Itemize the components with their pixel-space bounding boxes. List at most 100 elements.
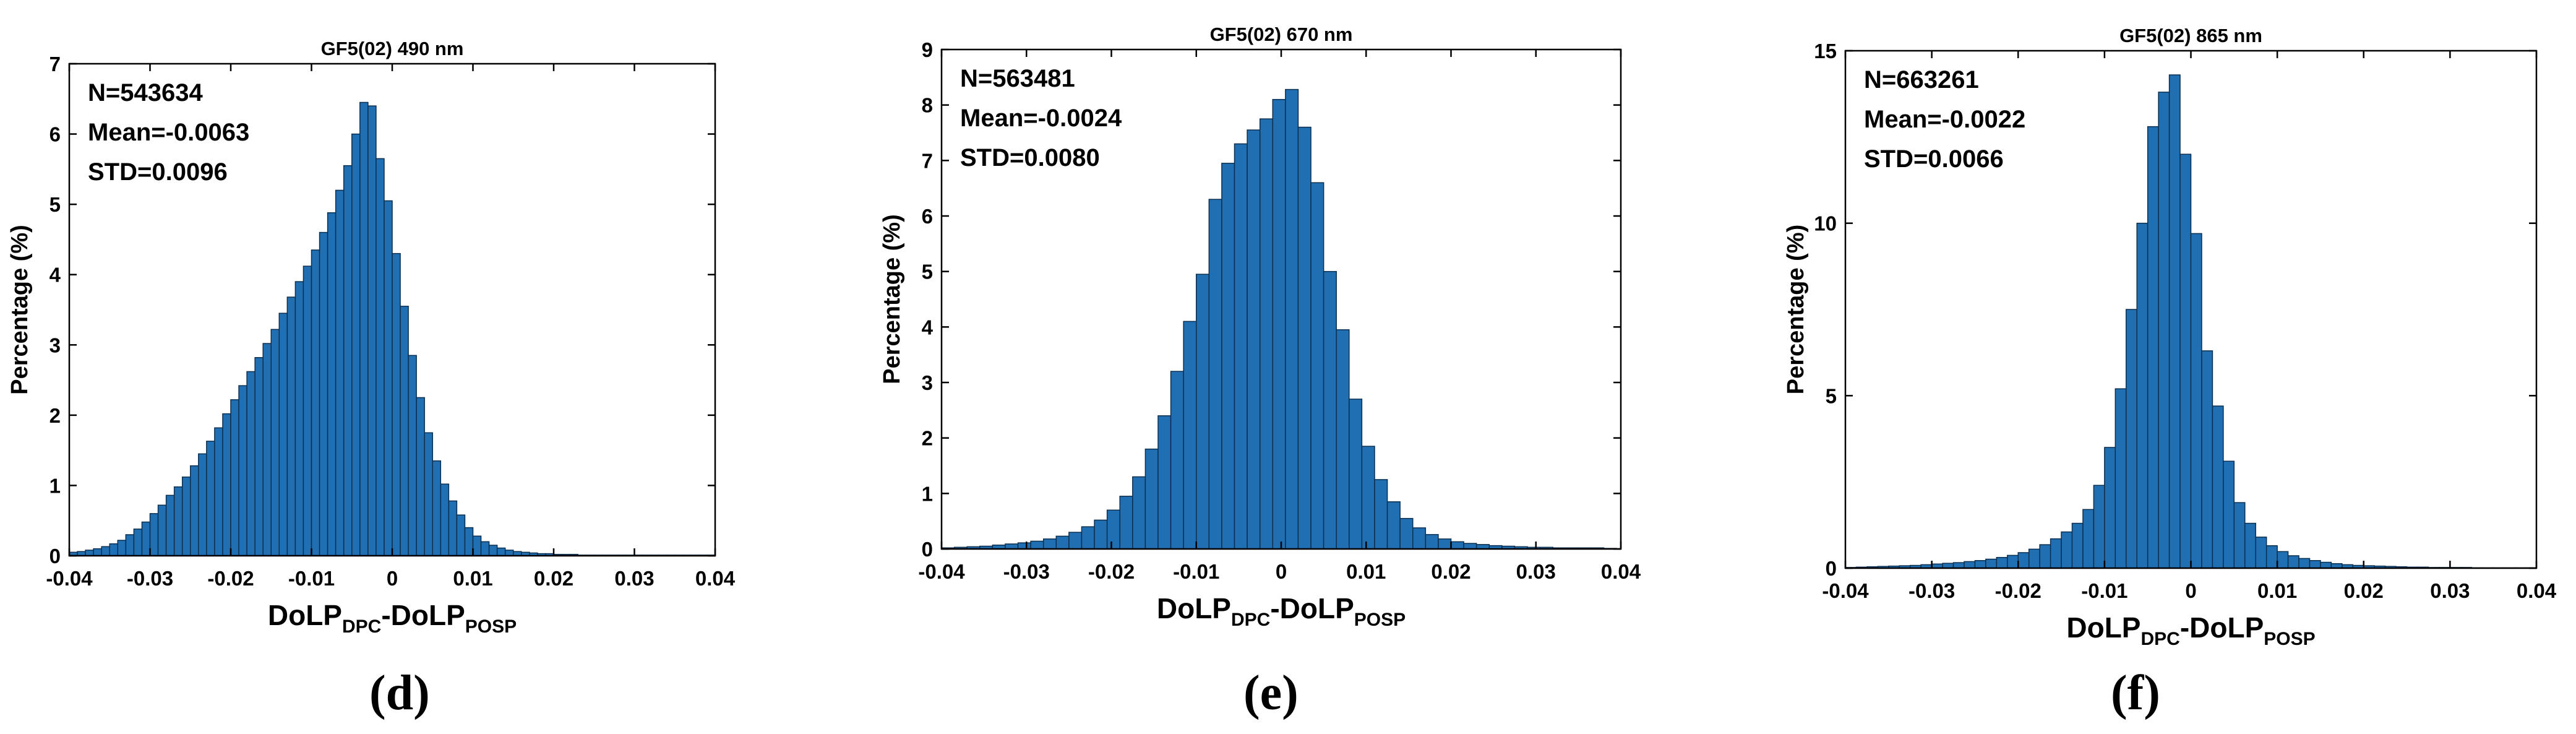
histogram-bar (2233, 502, 2246, 569)
stats-line: STD=0.0080 (960, 144, 1100, 171)
chart-panel-1: -0.04 -0.03 -0.02 -0.01 0 0.01 0.02 0.03 0.04 0 1 2… (7, 38, 736, 637)
x-axis-label: DoLPDPC-DoLPPOSP (1157, 592, 1406, 630)
chart-panel-3: -0.04 -0.03 -0.02 -0.01 0 0.01 0.02 0.03 0.04 0 5 1… (1783, 25, 2557, 649)
histogram-bar (133, 529, 143, 556)
histogram-bar (1996, 556, 2008, 569)
histogram-bar (1450, 541, 1464, 550)
histogram-bar (254, 356, 264, 556)
histogram-bar (1208, 199, 1222, 550)
x-tick-label: 0.04 (1601, 560, 1641, 583)
histogram-bar (2190, 233, 2202, 569)
histogram-bar (327, 212, 337, 556)
histogram-bar (1221, 163, 1235, 550)
histogram-bar (376, 158, 385, 556)
y-tick-label: 7 (49, 53, 61, 76)
histogram-bar (2114, 388, 2127, 569)
histogram-bar (286, 296, 296, 556)
y-tick-label: 8 (922, 94, 933, 117)
histogram-bar (367, 105, 377, 556)
x-label-mid: -DoLP (381, 599, 465, 631)
histogram-bar (2050, 538, 2062, 569)
y-tick-label: 4 (922, 316, 934, 339)
stats-line: N=563481 (960, 65, 1075, 92)
histogram-bar (1234, 143, 1248, 550)
histogram-bar (125, 534, 135, 556)
histogram-bar (319, 231, 328, 556)
y-tick-label: 1 (922, 482, 933, 505)
histogram-bar (1386, 501, 1401, 550)
histogram-bar (238, 385, 247, 556)
x-tick-label: 0 (2185, 579, 2196, 602)
stats-line: Mean=-0.0063 (88, 119, 249, 146)
y-tick-label: 3 (49, 334, 61, 356)
histogram-bar (2320, 561, 2332, 569)
histogram-bar (294, 281, 304, 556)
y-tick-label: 1 (49, 474, 61, 497)
y-tick-label: 7 (922, 149, 933, 172)
histogram-bar (2158, 92, 2170, 569)
x-tick-label: -0.02 (1088, 560, 1135, 583)
histogram-bar (1030, 540, 1044, 550)
histogram-bar (2093, 485, 2105, 569)
x-tick-label: 0 (387, 567, 398, 590)
x-tick-label: -0.02 (1995, 579, 2041, 602)
histogram-bar (2212, 405, 2224, 569)
y-tick-label: 5 (922, 261, 933, 283)
histogram-bar (198, 453, 207, 556)
chart-title: GF5(02) 490 nm (321, 38, 464, 59)
y-tick-label: 0 (922, 538, 933, 561)
x-tick-label: 0.04 (695, 567, 736, 590)
histogram-bar (246, 371, 255, 556)
histogram-bar (392, 253, 401, 556)
y-tick-label: 3 (922, 371, 933, 394)
histogram-bar (448, 500, 458, 556)
x-tick-label: 0.01 (1346, 560, 1386, 583)
histogram-bar (85, 550, 94, 556)
histogram-bar (1985, 558, 1998, 569)
histogram-bar (432, 460, 442, 556)
x-label-mid: -DoLP (2180, 611, 2264, 644)
histogram-bar (2287, 555, 2299, 569)
histogram-bar (1247, 129, 1261, 550)
histogram-bar (384, 200, 393, 556)
x-tick-label: 0.03 (614, 567, 654, 590)
histogram-bar (206, 441, 215, 556)
histogram-bar (2265, 545, 2278, 569)
histogram-bar (1055, 535, 1070, 550)
histogram-bar (190, 465, 199, 556)
x-tick-label: -0.03 (1908, 579, 1955, 602)
x-label-sub-dpc: DPC (342, 616, 381, 637)
y-axis-label: Percentage (%) (879, 214, 905, 384)
histogram-bar (1374, 479, 1388, 550)
histogram-bar (230, 399, 239, 556)
x-tick-label: -0.04 (1822, 579, 1869, 602)
histogram-bar (311, 249, 320, 556)
histogram-bar (2147, 126, 2159, 569)
histogram-bar (303, 266, 312, 556)
histogram-bar (1183, 321, 1197, 550)
histogram-bar (408, 355, 417, 556)
x-tick-label: -0.04 (918, 560, 965, 583)
chart-title: GF5(02) 865 nm (2119, 25, 2262, 46)
y-tick-label: 2 (922, 427, 933, 450)
histogram-bar (2017, 552, 2030, 569)
x-axis-label: DoLPDPC-DoLPPOSP (268, 599, 517, 637)
histogram-bar (214, 427, 223, 556)
y-tick-label: 0 (1826, 557, 1837, 580)
x-tick-label: -0.04 (46, 567, 93, 590)
histogram-bar (1438, 538, 1452, 550)
x-tick-label: -0.02 (207, 567, 254, 590)
stats-line: Mean=-0.0022 (1864, 106, 2025, 133)
histogram-bar (262, 343, 272, 556)
histogram-bar (2061, 531, 2073, 569)
y-tick-label: 4 (49, 264, 61, 287)
histogram-bar (343, 165, 353, 556)
histogram-bar (1094, 519, 1108, 550)
histogram-bar (400, 306, 409, 556)
chart-panel-2: -0.04 -0.03 -0.02 -0.01 0 0.01 0.02 0.03 0.04 0 1 2… (879, 24, 1641, 630)
histogram-bar (351, 133, 361, 556)
y-tick-label: 9 (922, 38, 933, 61)
y-tick-label: 6 (922, 205, 933, 228)
x-tick-label: 0.03 (1516, 560, 1556, 583)
